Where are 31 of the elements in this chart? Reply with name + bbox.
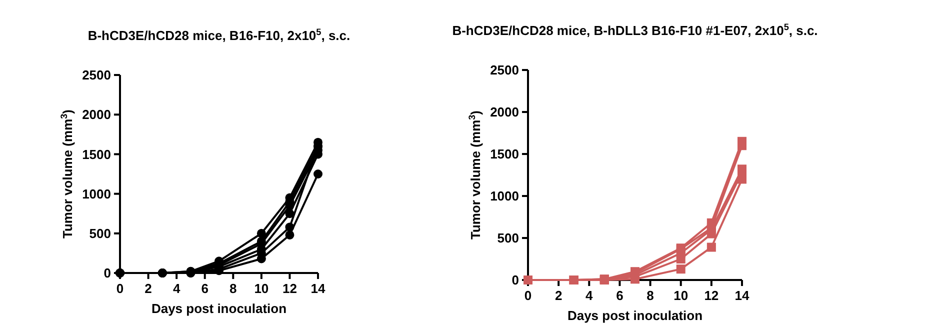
y-tick-label: 2500 — [490, 62, 519, 78]
x-tick-label: 0 — [116, 281, 124, 296]
y-tick-label: 1000 — [82, 186, 111, 202]
chart-title: B-hCD3E/hCD28 mice, B16-F10, 2x10$^{5}$, s.c. — [88, 27, 350, 43]
x-tick-label: 10 — [674, 288, 688, 303]
y-tick-label: 2000 — [82, 107, 111, 122]
x-tick-label: 14 — [310, 281, 326, 296]
y-tick-label: 2000 — [490, 104, 519, 120]
x-tick-label: 4 — [172, 281, 181, 296]
x-tick-label: 12 — [704, 288, 719, 303]
y-tick-label: 0 — [104, 266, 111, 281]
x-tick-label: 4 — [586, 288, 594, 303]
y-tick-label: 1500 — [82, 146, 111, 162]
y-tick-label: 500 — [89, 226, 111, 241]
chart-title: B-hCD3E/hCD28 mice, B-hDLL3 B16-F10 #1-E07, 2x10$^{5}$, s.c. — [452, 22, 818, 38]
x-axis-title: Days post inoculation — [151, 301, 287, 316]
x-tick-label: 12 — [282, 281, 297, 296]
y-tick-label: 500 — [497, 230, 519, 246]
x-tick-label: 8 — [646, 288, 654, 303]
x-tick-label: 6 — [616, 288, 624, 303]
y-tick-label: 1000 — [490, 188, 519, 204]
y-tick-label: 2500 — [82, 68, 111, 83]
y-tick-label: 1500 — [490, 146, 519, 162]
x-tick-label: 2 — [554, 288, 562, 303]
x-tick-label: 8 — [230, 281, 237, 296]
x-axis-title: Days post inoculation — [567, 308, 703, 323]
x-tick-label: 0 — [524, 288, 532, 303]
x-tick-label: 6 — [201, 281, 208, 296]
x-tick-label: 2 — [144, 281, 152, 296]
x-tick-label: 14 — [734, 288, 750, 303]
x-tick-label: 10 — [254, 281, 269, 296]
